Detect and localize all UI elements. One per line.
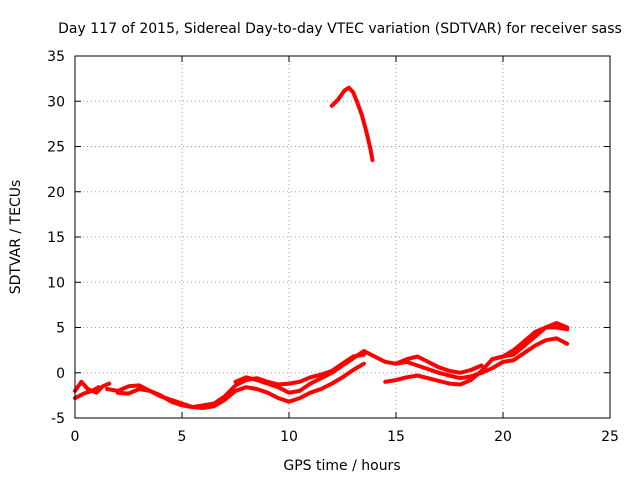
y-tick-label: 25 [47,140,65,156]
series-layer [73,85,570,410]
y-tick-label: 35 [47,49,65,65]
y-tick-labels: -5 0 5 10 15 20 25 30 35 [47,49,65,427]
series-arc-9 [490,321,570,362]
series-arc-2 [73,385,101,401]
x-tick-label: 5 [178,429,187,445]
x-tick-labels: 0 5 10 15 20 25 [71,429,619,445]
y-tick-label: 10 [47,275,65,291]
y-axis-label: SDTVAR / TECUs [8,180,24,295]
x-tick-label: 25 [601,429,619,445]
y-tick-label: 15 [47,230,65,246]
y-tick-label: 0 [56,366,65,382]
chart-title: Day 117 of 2015, Sidereal Day-to-day VTE… [58,21,622,37]
y-tick-label: -5 [51,411,65,427]
x-tick-label: 0 [71,429,80,445]
x-tick-label: 10 [280,429,298,445]
series-arc-6 [329,85,375,163]
x-tick-label: 15 [387,429,405,445]
x-axis-label: GPS time / hours [283,458,400,474]
y-tick-label: 5 [56,321,65,337]
x-tick-label: 20 [494,429,512,445]
y-tick-label: 30 [47,94,65,110]
series-arc-5 [233,349,484,395]
series-arc-8 [394,336,570,381]
y-tick-label: 20 [47,185,65,201]
series-arc-4 [115,361,366,410]
plot-frame [74,55,611,419]
grid-lines [75,56,610,418]
